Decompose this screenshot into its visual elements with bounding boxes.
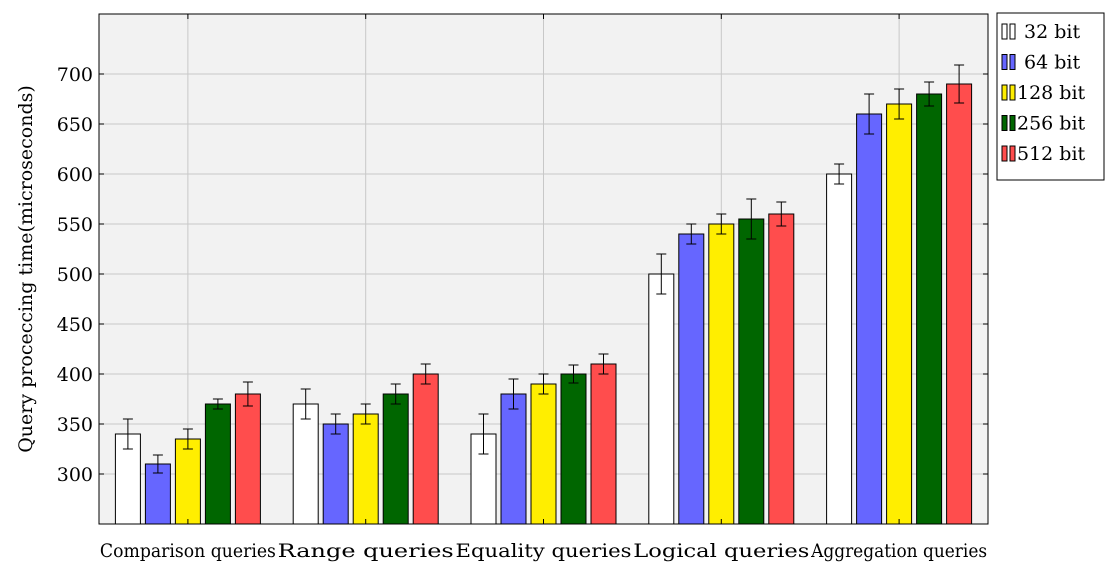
bar [144, 463, 171, 525]
bar [678, 233, 705, 525]
legend-swatch [1009, 115, 1016, 131]
bar [946, 83, 973, 525]
category-label: Equality queries [456, 540, 632, 562]
bar [590, 363, 617, 525]
bar [856, 113, 883, 525]
legend: 32 bit 64 bit 128 bit 256 bit 512 bit [996, 12, 1105, 181]
category-label: Logical queries [633, 540, 809, 562]
y-axis-ticks: 300 350 400 450 500 550 600 650 700 [57, 14, 988, 524]
y-tick-label: 450 [57, 314, 93, 336]
bar [412, 373, 439, 525]
legend-label: 32 bit [1024, 21, 1080, 43]
bar [768, 213, 795, 525]
bar [560, 373, 587, 525]
bar [234, 393, 261, 525]
legend-swatch [1001, 84, 1008, 101]
bar [708, 223, 735, 525]
y-tick-label: 350 [57, 414, 93, 436]
legend-swatch [1009, 54, 1016, 70]
bar [500, 393, 527, 525]
bar [648, 273, 675, 525]
y-tick-label: 600 [57, 164, 93, 186]
y-axis-label: Query proceccing time(microseconds) [15, 85, 37, 453]
bar [916, 93, 943, 525]
legend-swatch [1001, 23, 1008, 40]
legend-label: 512 bit [1017, 143, 1086, 165]
y-tick-label: 700 [57, 64, 93, 86]
category-label: Comparison queries [100, 540, 276, 562]
legend-label: 64 bit [1024, 52, 1080, 74]
bar [322, 423, 349, 525]
bar [738, 218, 765, 525]
bar [204, 403, 231, 525]
bar [352, 413, 379, 525]
y-tick-label: 550 [57, 214, 93, 236]
legend-label: 256 bit [1017, 113, 1086, 135]
legend-swatch [1001, 145, 1008, 162]
bar [382, 393, 409, 525]
y-tick-label: 300 [57, 464, 93, 486]
bars [114, 64, 973, 525]
y-tick-label: 500 [57, 264, 93, 286]
category-label: Aggregation queries [810, 540, 987, 562]
bar [530, 383, 557, 525]
bar [826, 173, 853, 525]
legend-label: 128 bit [1017, 82, 1086, 104]
x-axis-categories: Comparison queries Range queries Equality … [100, 540, 987, 562]
bar [292, 403, 319, 525]
legend-swatch [1009, 23, 1016, 40]
category-label: Range queries [278, 540, 454, 562]
bar [174, 438, 201, 525]
bar [886, 103, 913, 525]
y-tick-label: 650 [57, 114, 93, 136]
y-tick-label: 400 [57, 364, 93, 386]
legend-swatch [1001, 115, 1008, 131]
legend-swatch [1001, 54, 1008, 70]
legend-swatch [1009, 84, 1016, 101]
legend-swatch [1009, 145, 1016, 162]
